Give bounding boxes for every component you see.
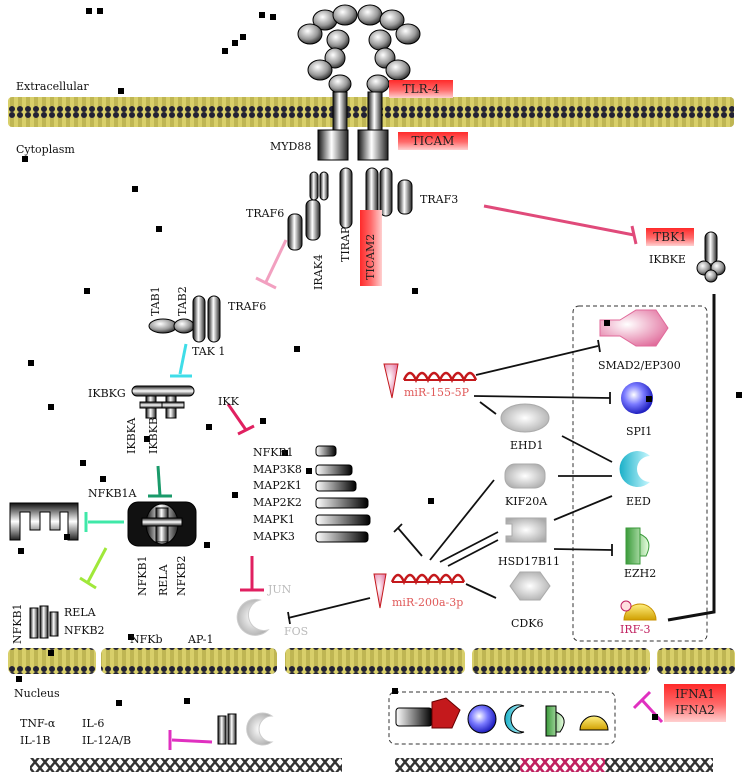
traf6-label: TRAF6 — [228, 300, 267, 313]
ifna-label-box: IFNA1 IFNA2 — [664, 684, 726, 722]
dna-strand-left — [30, 758, 342, 772]
compartment-nucleus-label: Nucleus — [14, 687, 60, 700]
ehd1-label: EHD1 — [510, 439, 544, 452]
kinase-map3k8: MAP3K8 — [253, 463, 302, 476]
ifna2-label: IFNA2 — [675, 703, 715, 717]
jun-fos-icon — [236, 598, 270, 636]
kif20a-label: KIF20A — [505, 495, 548, 508]
mir200a-icon — [373, 573, 466, 609]
tak1-label: TAK 1 — [192, 345, 226, 358]
tirap-label: TIRAP — [339, 226, 352, 262]
mirna-edges — [287, 339, 613, 625]
tlr4-label: TLR-4 — [389, 80, 453, 98]
cdk6-label: CDK6 — [511, 617, 544, 630]
spi1-label: SPI1 — [626, 425, 653, 438]
kinase-map2k1: MAP2K1 — [253, 479, 302, 492]
nfkb-complex-icon — [9, 501, 197, 547]
ifna1-label: IFNA1 — [675, 687, 715, 701]
kinase-mapk1: MAPK1 — [253, 513, 295, 526]
smad2-label: SMAD2/EP300 — [598, 359, 681, 372]
jun-label: JUN — [268, 583, 292, 596]
legend-shapes-icon — [395, 697, 609, 737]
myd88-ticam-blocks — [287, 129, 413, 251]
ticam-label: TICAM — [398, 132, 468, 150]
il1b-label: IL-1B — [20, 734, 51, 747]
hsd17b11-label: HSD17B11 — [498, 555, 561, 568]
nfkb1a-label: NFKB1A — [88, 487, 137, 500]
nucleus-nfkb-icon — [29, 605, 274, 746]
tak1-complex-icon — [148, 295, 221, 343]
tnf-label: TNF-α — [20, 717, 56, 730]
nfkb2-label-b: NFKB2 — [64, 624, 105, 637]
rela-label-a: RELA — [157, 564, 170, 596]
legend-dashed-box — [388, 691, 616, 745]
fos-label: FOS — [284, 625, 309, 638]
ap1-nuclear-label: AP-1 — [188, 633, 214, 646]
tab2-label: TAB2 — [176, 286, 189, 316]
pathway-edges — [79, 204, 716, 750]
ikk-label: IKK — [218, 395, 239, 408]
rela-label-b: RELA — [64, 606, 96, 619]
mir200a-label: miR-200a-3p — [392, 596, 464, 609]
kinase-mapk3: MAPK3 — [253, 530, 295, 543]
tbk1-label: TBK1 — [646, 228, 694, 246]
dna-target-region — [520, 758, 605, 772]
irak4-label: IRAK4 — [312, 254, 325, 290]
ikk-complex-icon — [131, 385, 195, 419]
ikbka-label: IKBKA — [125, 417, 138, 454]
compartment-cytoplasm-label: Cytoplasm — [16, 143, 75, 156]
il6-label: IL-6 — [82, 717, 105, 730]
tlr4-receptor-icon — [297, 4, 421, 135]
ikbke-icon — [696, 231, 726, 283]
traf6-top-label: TRAF6 — [246, 207, 285, 220]
ikbkb-label: IKBKB — [147, 417, 160, 454]
kinase-bars-icon — [315, 445, 371, 543]
eed-label: EED — [626, 495, 651, 508]
tab1-label: TAB1 — [149, 286, 162, 316]
kinase-nfkb1: NFKB1 — [253, 446, 294, 459]
nuclear-membrane — [8, 648, 735, 674]
il12-label: IL-12A/B — [82, 734, 132, 747]
nfkb1-label-b: NFKB1 — [11, 603, 24, 644]
ezh2-label: EZH2 — [624, 567, 657, 580]
irf3-label: IRF-3 — [620, 623, 651, 636]
nfkb1-label-a: NFKB1 — [136, 555, 149, 596]
ikbke-label: IKBKE — [649, 253, 686, 266]
kinase-map2k2: MAP2K2 — [253, 496, 302, 509]
mir155-label: miR-155-5P — [404, 386, 470, 399]
target-shapes-icon — [500, 309, 669, 621]
mir155-icon — [383, 363, 478, 399]
ikbkg-label: IKBKG — [88, 387, 126, 400]
scatter-markers — [16, 8, 742, 720]
nfkb2-label-a: NFKB2 — [175, 555, 188, 596]
compartment-extracellular-label: Extracellular — [16, 80, 89, 93]
ticam2-text: TICAM2 — [364, 233, 377, 280]
myd88-label: MYD88 — [270, 140, 312, 153]
traf3-label: TRAF3 — [420, 193, 459, 206]
nfkb-nuclear-label: NFKb — [130, 633, 163, 646]
target-dashed-box — [572, 305, 708, 642]
ticam2-label: TICAM2 — [360, 210, 382, 286]
